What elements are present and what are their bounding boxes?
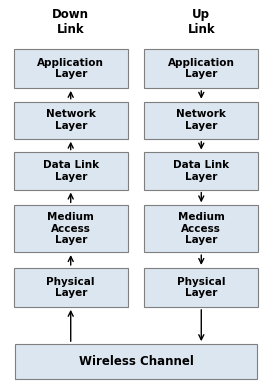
Text: Wireless Channel: Wireless Channel	[79, 355, 193, 368]
FancyBboxPatch shape	[14, 152, 128, 190]
Text: Network
Layer: Network Layer	[176, 109, 226, 131]
FancyBboxPatch shape	[144, 152, 258, 190]
Text: Data Link
Layer: Data Link Layer	[43, 160, 99, 182]
Text: Up
Link: Up Link	[187, 7, 215, 36]
FancyBboxPatch shape	[14, 268, 128, 307]
FancyBboxPatch shape	[144, 205, 258, 252]
Text: Application
Layer: Application Layer	[37, 57, 104, 79]
Text: Physical
Layer: Physical Layer	[47, 276, 95, 298]
Text: Medium
Access
Layer: Medium Access Layer	[47, 212, 94, 245]
FancyBboxPatch shape	[14, 205, 128, 252]
Text: Network
Layer: Network Layer	[46, 109, 96, 131]
Text: Physical
Layer: Physical Layer	[177, 276, 225, 298]
FancyBboxPatch shape	[14, 49, 128, 88]
Text: Application
Layer: Application Layer	[168, 57, 235, 79]
Text: Down
Link: Down Link	[52, 7, 89, 36]
Text: Data Link
Layer: Data Link Layer	[173, 160, 229, 182]
FancyBboxPatch shape	[144, 49, 258, 88]
FancyBboxPatch shape	[144, 102, 258, 139]
FancyBboxPatch shape	[14, 102, 128, 139]
FancyBboxPatch shape	[144, 268, 258, 307]
FancyBboxPatch shape	[15, 344, 257, 379]
Text: Medium
Access
Layer: Medium Access Layer	[178, 212, 225, 245]
